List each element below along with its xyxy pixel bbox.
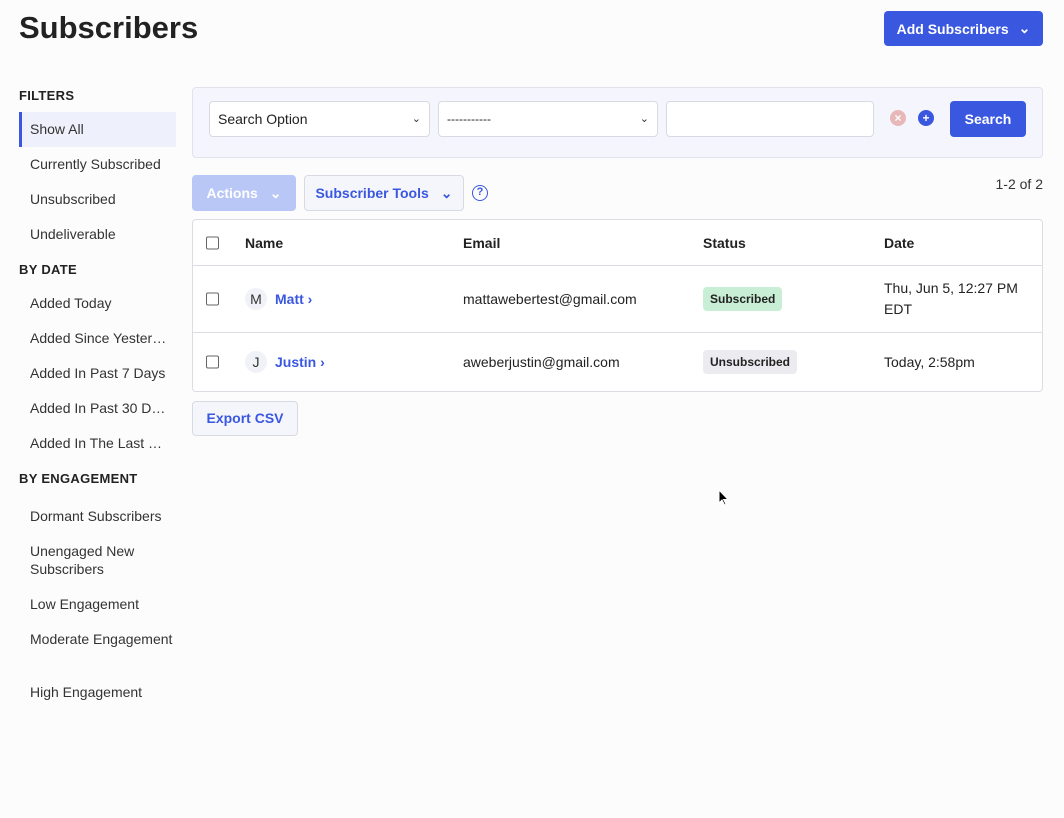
chevron-right-icon: ›	[307, 291, 313, 307]
operator-value: -----------	[447, 112, 491, 126]
select-all-checkbox[interactable]	[206, 236, 219, 249]
sidebar-item-dormant[interactable]: Dormant Subscribers	[30, 508, 162, 524]
sidebar-item-currently-subscribed[interactable]: Currently Subscribed	[30, 156, 161, 172]
sidebar-item-show-all[interactable]: Show All	[19, 112, 176, 147]
add-subscribers-button[interactable]: Add Subscribers ⌄	[884, 11, 1043, 46]
help-icon[interactable]: ?	[472, 185, 488, 201]
chevron-down-icon: ⌄	[440, 184, 453, 201]
email-cell: mattawebertest@gmail.com	[463, 291, 637, 307]
date-cell: Thu, Jun 5, 12:27 PM EDT	[884, 280, 1018, 317]
chevron-down-icon: ⌄	[1018, 20, 1031, 36]
actions-label: Actions	[206, 185, 258, 201]
avatar: J	[245, 351, 267, 373]
table-row: J Justin › aweberjustin@gmail.com Unsubsc…	[193, 333, 1042, 391]
column-name[interactable]: Name	[245, 234, 284, 251]
subscriber-tools-button[interactable]: Subscriber Tools ⌄	[304, 175, 464, 211]
search-option-select[interactable]: Search Option ⌄	[209, 101, 430, 137]
sidebar-item-added-today[interactable]: Added Today	[30, 295, 112, 311]
add-filter-icon[interactable]: +	[918, 110, 934, 126]
table-header: Name Email Status Date	[193, 220, 1042, 266]
subscriber-link[interactable]: Justin	[275, 354, 317, 370]
sidebar-item-added-last[interactable]: Added In The Last …	[30, 435, 163, 451]
sidebar-item-undeliverable[interactable]: Undeliverable	[30, 226, 116, 242]
chevron-down-icon: ⌄	[411, 113, 421, 125]
search-button[interactable]: Search	[950, 101, 1026, 137]
section-by-engagement: BY ENGAGEMENT	[19, 471, 138, 486]
operator-select[interactable]: ----------- ⌄	[438, 101, 658, 137]
name-cell: J Justin ›	[245, 351, 325, 373]
sidebar-item-added-since-yesterday[interactable]: Added Since Yester…	[30, 330, 167, 346]
row-checkbox[interactable]	[206, 355, 219, 369]
row-checkbox[interactable]	[206, 292, 219, 306]
chevron-down-icon: ⌄	[639, 113, 649, 125]
email-cell: aweberjustin@gmail.com	[463, 354, 620, 370]
chevron-down-icon: ⌄	[269, 184, 282, 201]
avatar: M	[245, 288, 267, 310]
subscriber-link[interactable]: Matt	[275, 291, 304, 307]
chevron-right-icon: ›	[320, 354, 325, 370]
search-value-input[interactable]	[666, 101, 874, 137]
page-title: Subscribers	[19, 10, 199, 45]
section-filters: FILTERS	[19, 88, 75, 103]
sidebar-item-unsubscribed[interactable]: Unsubscribed	[30, 191, 116, 207]
date-cell: Today, 2:58pm	[884, 354, 975, 370]
result-count: 1-2 of 2	[995, 176, 1043, 192]
section-by-date: BY DATE	[19, 262, 77, 277]
column-email[interactable]: Email	[463, 234, 501, 251]
sidebar-item-high[interactable]: High Engagement	[30, 684, 143, 700]
sidebar-item-added-past-7[interactable]: Added In Past 7 Days	[30, 365, 166, 381]
column-date[interactable]: Date	[884, 234, 915, 251]
status-badge: Subscribed	[703, 287, 783, 311]
search-option-value: Search Option	[218, 111, 308, 127]
mouse-cursor-icon	[718, 489, 730, 506]
name-cell: M Matt ›	[245, 288, 312, 310]
table-row: M Matt › mattawebertest@gmail.com Subscri…	[193, 266, 1042, 333]
status-badge: Unsubscribed	[703, 350, 798, 374]
subscriber-tools-label: Subscriber Tools	[315, 185, 429, 201]
column-status[interactable]: Status	[703, 234, 746, 251]
subscribers-table: Name Email Status Date M Matt › mattawebe…	[192, 219, 1043, 392]
add-subscribers-label: Add Subscribers	[896, 20, 1009, 37]
sidebar-item-unengaged-new[interactable]: Unengaged New Subscribers	[30, 543, 135, 577]
sidebar-item-moderate[interactable]: Moderate Engagement	[30, 631, 173, 647]
actions-button[interactable]: Actions ⌄	[192, 175, 296, 211]
search-filter-panel: Search Option ⌄ ----------- ⌄ × + Search	[192, 87, 1043, 158]
sidebar-item-low[interactable]: Low Engagement	[30, 596, 139, 612]
sidebar-item-added-past-30[interactable]: Added In Past 30 D…	[30, 400, 166, 416]
sidebar: FILTERS Show All Currently Subscribed Un…	[19, 86, 176, 710]
remove-filter-icon[interactable]: ×	[890, 110, 906, 126]
export-csv-button[interactable]: Export CSV	[192, 401, 298, 436]
